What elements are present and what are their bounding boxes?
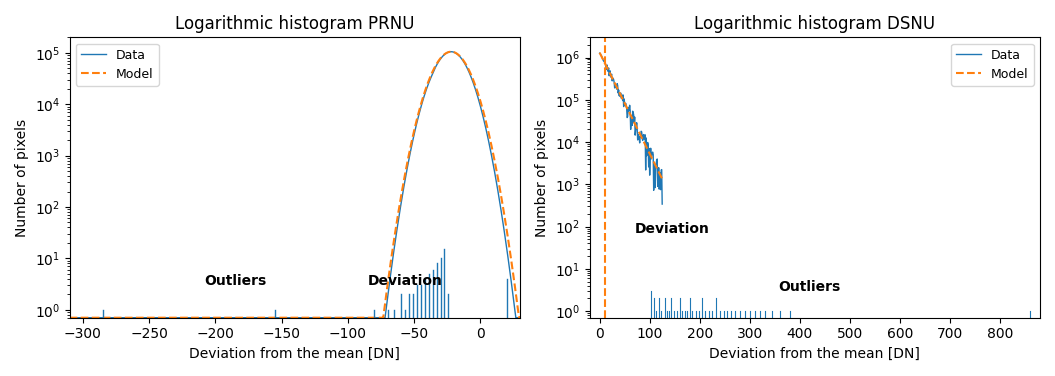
Model <box>63 315 76 320</box>
X-axis label: Deviation from the mean [DN]: Deviation from the mean [DN] <box>709 347 920 361</box>
Line: Data: Data <box>599 53 663 204</box>
Title: Logarithmic histogram PRNU: Logarithmic histogram PRNU <box>175 15 415 33</box>
Model <box>624 112 636 116</box>
Data <box>630 120 642 125</box>
Data <box>632 132 645 136</box>
Title: Logarithmic histogram DSNU: Logarithmic histogram DSNU <box>694 15 936 33</box>
Model <box>400 168 413 173</box>
Line: Model: Model <box>599 53 663 179</box>
X-axis label: Deviation from the mean [DN]: Deviation from the mean [DN] <box>190 347 400 361</box>
Model <box>434 57 446 61</box>
Y-axis label: Number of pixels: Number of pixels <box>15 118 28 237</box>
Model <box>596 57 609 61</box>
Model <box>146 315 158 320</box>
Model <box>654 173 667 177</box>
Model <box>445 50 458 54</box>
Data <box>635 129 648 133</box>
Model <box>593 50 606 55</box>
Data <box>593 51 606 55</box>
Text: Outliers: Outliers <box>779 280 841 294</box>
Line: Data: Data <box>70 52 520 318</box>
Data <box>333 315 346 320</box>
Data <box>622 107 635 112</box>
Data <box>434 58 446 62</box>
Data <box>656 202 669 206</box>
Model <box>514 315 526 320</box>
Line: Model: Model <box>70 52 520 318</box>
Model <box>333 315 346 320</box>
Model <box>235 315 248 320</box>
Model <box>622 108 635 113</box>
Data <box>400 174 413 179</box>
Legend: Data, Model: Data, Model <box>952 44 1034 86</box>
Data <box>445 50 458 54</box>
Legend: Data, Model: Data, Model <box>76 44 158 86</box>
Data <box>146 315 158 320</box>
Text: Deviation: Deviation <box>367 274 442 288</box>
Data <box>514 315 526 320</box>
Data <box>235 315 248 320</box>
Data <box>610 85 622 89</box>
Text: Deviation: Deviation <box>635 222 710 236</box>
Model <box>654 173 667 177</box>
Data <box>357 315 369 320</box>
Data <box>63 315 76 320</box>
Data <box>597 59 610 63</box>
Text: Outliers: Outliers <box>204 274 266 288</box>
Model <box>357 315 369 320</box>
Y-axis label: Number of pixels: Number of pixels <box>535 118 549 237</box>
Model <box>656 177 669 181</box>
Model <box>642 150 655 154</box>
